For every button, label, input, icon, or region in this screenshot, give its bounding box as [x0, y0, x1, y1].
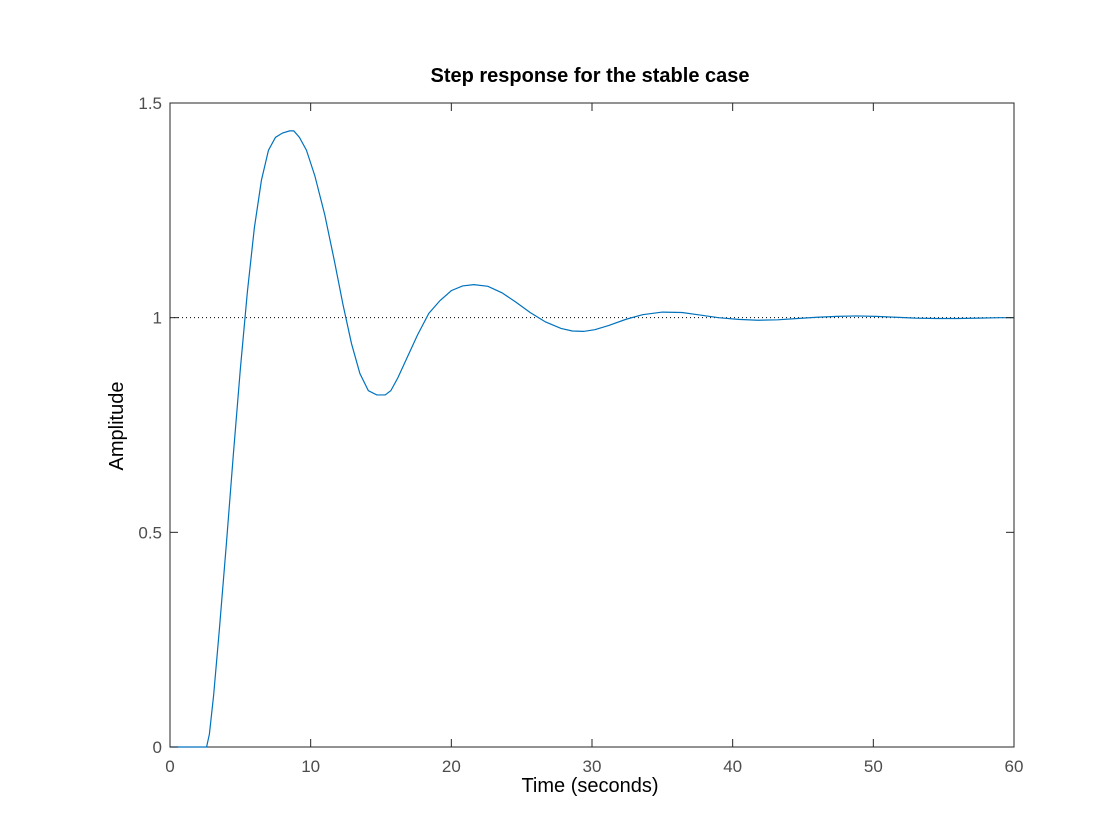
x-axis-label: Time (seconds): [521, 775, 658, 797]
y-tick-label: 0.5: [138, 523, 162, 542]
x-tick-label: 30: [583, 757, 602, 776]
x-tick-label: 20: [442, 757, 461, 776]
series-line-step-response: [170, 130, 1014, 748]
x-tick-label: 0: [165, 757, 174, 776]
x-tick-label: 60: [1005, 757, 1024, 776]
plot-area: 0 10 20 30 40 50 60 0 0.5 1 1.5: [138, 94, 1023, 776]
y-tick-label: 0: [153, 738, 162, 757]
y-axis-ticks: 0 0.5 1 1.5: [138, 94, 1014, 757]
y-axis-label: Amplitude: [106, 382, 128, 471]
y-tick-label: 1.5: [138, 94, 162, 113]
y-tick-label: 1: [153, 309, 162, 328]
chart-title: Step response for the stable case: [430, 65, 749, 87]
x-axis-ticks: 0 10 20 30 40 50 60: [165, 103, 1023, 776]
x-tick-label: 50: [864, 757, 883, 776]
x-tick-label: 10: [301, 757, 320, 776]
x-tick-label: 40: [723, 757, 742, 776]
